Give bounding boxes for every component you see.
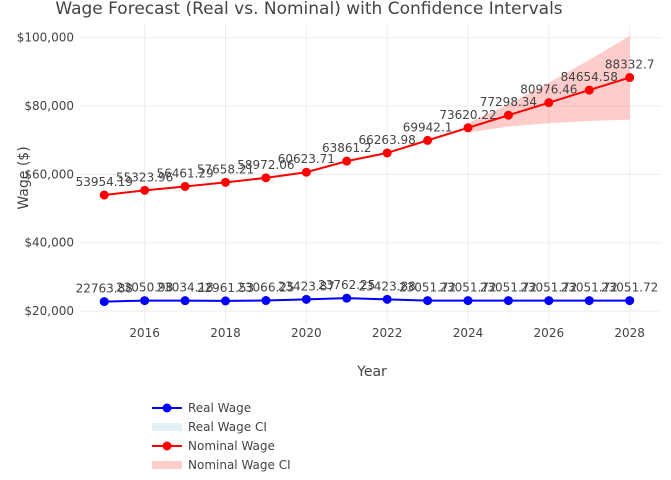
nominal-wage-data-label: 88332.7	[605, 58, 655, 72]
confidence-band-layer	[468, 35, 630, 133]
nominal-wage-data-label: 77298.34	[480, 95, 537, 109]
real-wage-point	[301, 294, 311, 304]
real-wage-point	[382, 294, 392, 304]
legend-label: Real Wage	[188, 401, 251, 415]
nominal-wage-point	[221, 177, 230, 187]
y-tick-label: $20,000	[24, 304, 74, 318]
nominal-wage-point	[180, 181, 190, 191]
nominal-wage-point	[261, 173, 271, 183]
nominal-wage-data-label: 60623.71	[278, 152, 335, 166]
real-wage-data-label: 23066.25	[237, 281, 294, 295]
nominal-wage-data-label: 63861.2	[322, 141, 372, 155]
real-wage-data-label: 23050.98	[116, 281, 173, 295]
nominal-wage-point	[382, 148, 392, 158]
nominal-wage-point	[544, 98, 554, 108]
real-wage-point	[99, 297, 109, 307]
data-label-layer: 22763.8823050.9823034.1822961.5323066.25…	[76, 58, 659, 296]
x-tick-label: 2028	[614, 326, 645, 340]
series-layer	[99, 73, 635, 307]
x-tick-label: 2022	[372, 326, 403, 340]
real-wage-point	[584, 296, 594, 306]
y-tick-label: $80,000	[24, 99, 74, 113]
nominal-wage-data-label: 57658.21	[197, 162, 254, 176]
legend-marker-swatch	[162, 403, 172, 413]
legend-item-real-wage-ci[interactable]: Real Wage CI	[152, 420, 267, 434]
real-wage-point	[180, 296, 190, 306]
x-tick-label: 2024	[453, 326, 484, 340]
chart-title: Wage Forecast (Real vs. Nominal) with Co…	[55, 0, 562, 19]
legend-marker-swatch	[162, 441, 172, 451]
real-wage-line	[104, 297, 630, 303]
grid-layer	[80, 24, 662, 323]
y-tick-label: $60,000	[24, 167, 74, 181]
nominal-wage-data-label: 58972.06	[237, 158, 294, 172]
real-wage-data-label: 23051.72	[520, 281, 577, 295]
nominal-wage-point	[423, 135, 433, 145]
nominal-wage-data-label: 55323.96	[116, 170, 173, 184]
real-wage-data-label: 22961.53	[197, 281, 254, 295]
real-wage-data-label: 23051.72	[439, 281, 496, 295]
nominal-wage-data-label: 73620.22	[439, 108, 496, 122]
nominal-wage-point	[463, 123, 473, 133]
legend: Real Wage Real Wage CI Nominal Wage Nominal…	[152, 401, 291, 472]
real-wage-data-label: 22763.88	[76, 282, 133, 296]
nominal-wage-data-label: 80976.46	[520, 83, 577, 97]
y-axis-title: Wage ($)	[16, 146, 32, 209]
real-wage-data-label: 23051.72	[480, 281, 537, 295]
nominal-wage-data-label: 56461.29	[156, 166, 213, 180]
real-wage-point	[261, 296, 271, 306]
nominal-wage-data-label: 84654.58	[561, 70, 618, 84]
x-tick-label: 2026	[534, 326, 565, 340]
nominal-wage-data-label: 53954.19	[76, 175, 133, 189]
nominal-wage-point	[140, 185, 150, 195]
legend-band-swatch	[152, 423, 182, 431]
nominal-wage-line	[104, 76, 630, 197]
legend-label: Real Wage CI	[188, 420, 267, 434]
x-tick-label: 2016	[129, 326, 160, 340]
nominal-wage-point	[342, 156, 352, 166]
x-tick-label: 2018	[210, 326, 241, 340]
y-tick-label: $40,000	[24, 236, 74, 250]
nominal-wage-point	[99, 190, 109, 200]
legend-label: Nominal Wage CI	[188, 458, 291, 472]
nominal-wage-point	[503, 110, 513, 120]
real-wage-data-label: 23034.18	[156, 281, 213, 295]
nominal-wage-data-label: 66263.98	[359, 133, 416, 147]
real-wage-point	[544, 296, 554, 306]
legend-item-nominal-wage-ci[interactable]: Nominal Wage CI	[152, 458, 291, 472]
nominal-wage-ci-band	[468, 35, 630, 133]
axis-layer: 2016 2018 2020 2022 2024 2026 2028 $20,000 $40,0…	[17, 31, 645, 340]
real-wage-data-label: 23051.72	[561, 281, 618, 295]
nominal-wage-point	[625, 73, 635, 83]
real-wage-point	[463, 296, 473, 306]
nominal-wage-point	[301, 167, 311, 177]
x-tick-label: 2020	[291, 326, 322, 340]
real-wage-point	[503, 296, 513, 306]
real-wage-data-label: 23762.25	[318, 278, 375, 292]
real-wage-point	[221, 296, 230, 306]
real-wage-data-label: 23051.72	[601, 281, 658, 295]
y-tick-label: $100,000	[17, 31, 74, 45]
real-wage-point	[342, 293, 352, 303]
legend-label: Nominal Wage	[188, 439, 275, 453]
legend-band-swatch	[152, 461, 182, 469]
legend-item-nominal-wage[interactable]: Nominal Wage	[152, 439, 275, 453]
real-wage-data-label: 23423.87	[278, 279, 335, 293]
nominal-wage-point	[584, 85, 594, 95]
nominal-wage-data-label: 69942.1	[403, 120, 453, 134]
x-axis-title: Year	[356, 364, 387, 380]
real-wage-data-label: 23423.88	[359, 279, 416, 293]
real-wage-point	[423, 296, 433, 306]
real-wage-point	[140, 296, 150, 306]
real-wage-data-label: 23051.72	[399, 281, 456, 295]
real-wage-point	[625, 296, 635, 306]
legend-item-real-wage[interactable]: Real Wage	[152, 401, 251, 415]
